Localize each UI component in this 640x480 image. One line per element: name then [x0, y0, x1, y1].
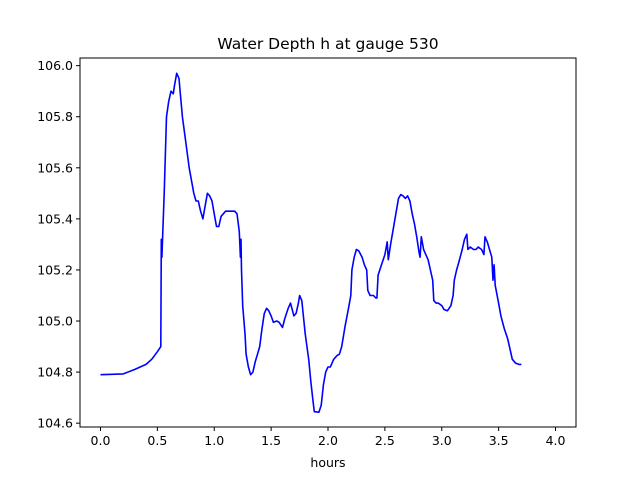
y-tick-label: 105.2: [37, 262, 73, 277]
x-tick-label: 1.5: [261, 433, 281, 448]
y-tick-label: 105.4: [37, 211, 73, 226]
y-tick-label: 105.8: [37, 109, 73, 124]
y-tick-label: 105.0: [37, 314, 73, 329]
plot-frame: [79, 57, 577, 428]
y-tick-label: 105.6: [37, 160, 73, 175]
y-tick-label: 106.0: [37, 58, 73, 73]
chart-title: Water Depth h at gauge 530: [217, 35, 438, 53]
plot-background: [80, 58, 576, 427]
series-line-water-depth: [100, 72, 522, 414]
x-tick-label: 4.0: [546, 433, 566, 448]
y-tick-label: 104.6: [37, 416, 73, 431]
x-tick-label: 2.5: [375, 433, 395, 448]
x-axis: 0.0 0.5 1.0 1.5 2.0 2.5 3.0 3.5 4.0: [91, 427, 566, 448]
x-tick-label: 3.0: [432, 433, 452, 448]
x-axis-label: hours: [310, 455, 345, 470]
x-tick-label: 0.5: [147, 433, 167, 448]
x-tick-label: 3.5: [489, 433, 509, 448]
x-tick-label: 0.0: [91, 433, 111, 448]
x-tick-label: 2.0: [318, 433, 338, 448]
y-tick-label: 104.8: [37, 365, 73, 380]
x-tick-label: 1.0: [204, 433, 224, 448]
y-axis: 104.6 104.8 105.0 105.2 105.4 105.6 105.8 106.0: [37, 58, 80, 431]
